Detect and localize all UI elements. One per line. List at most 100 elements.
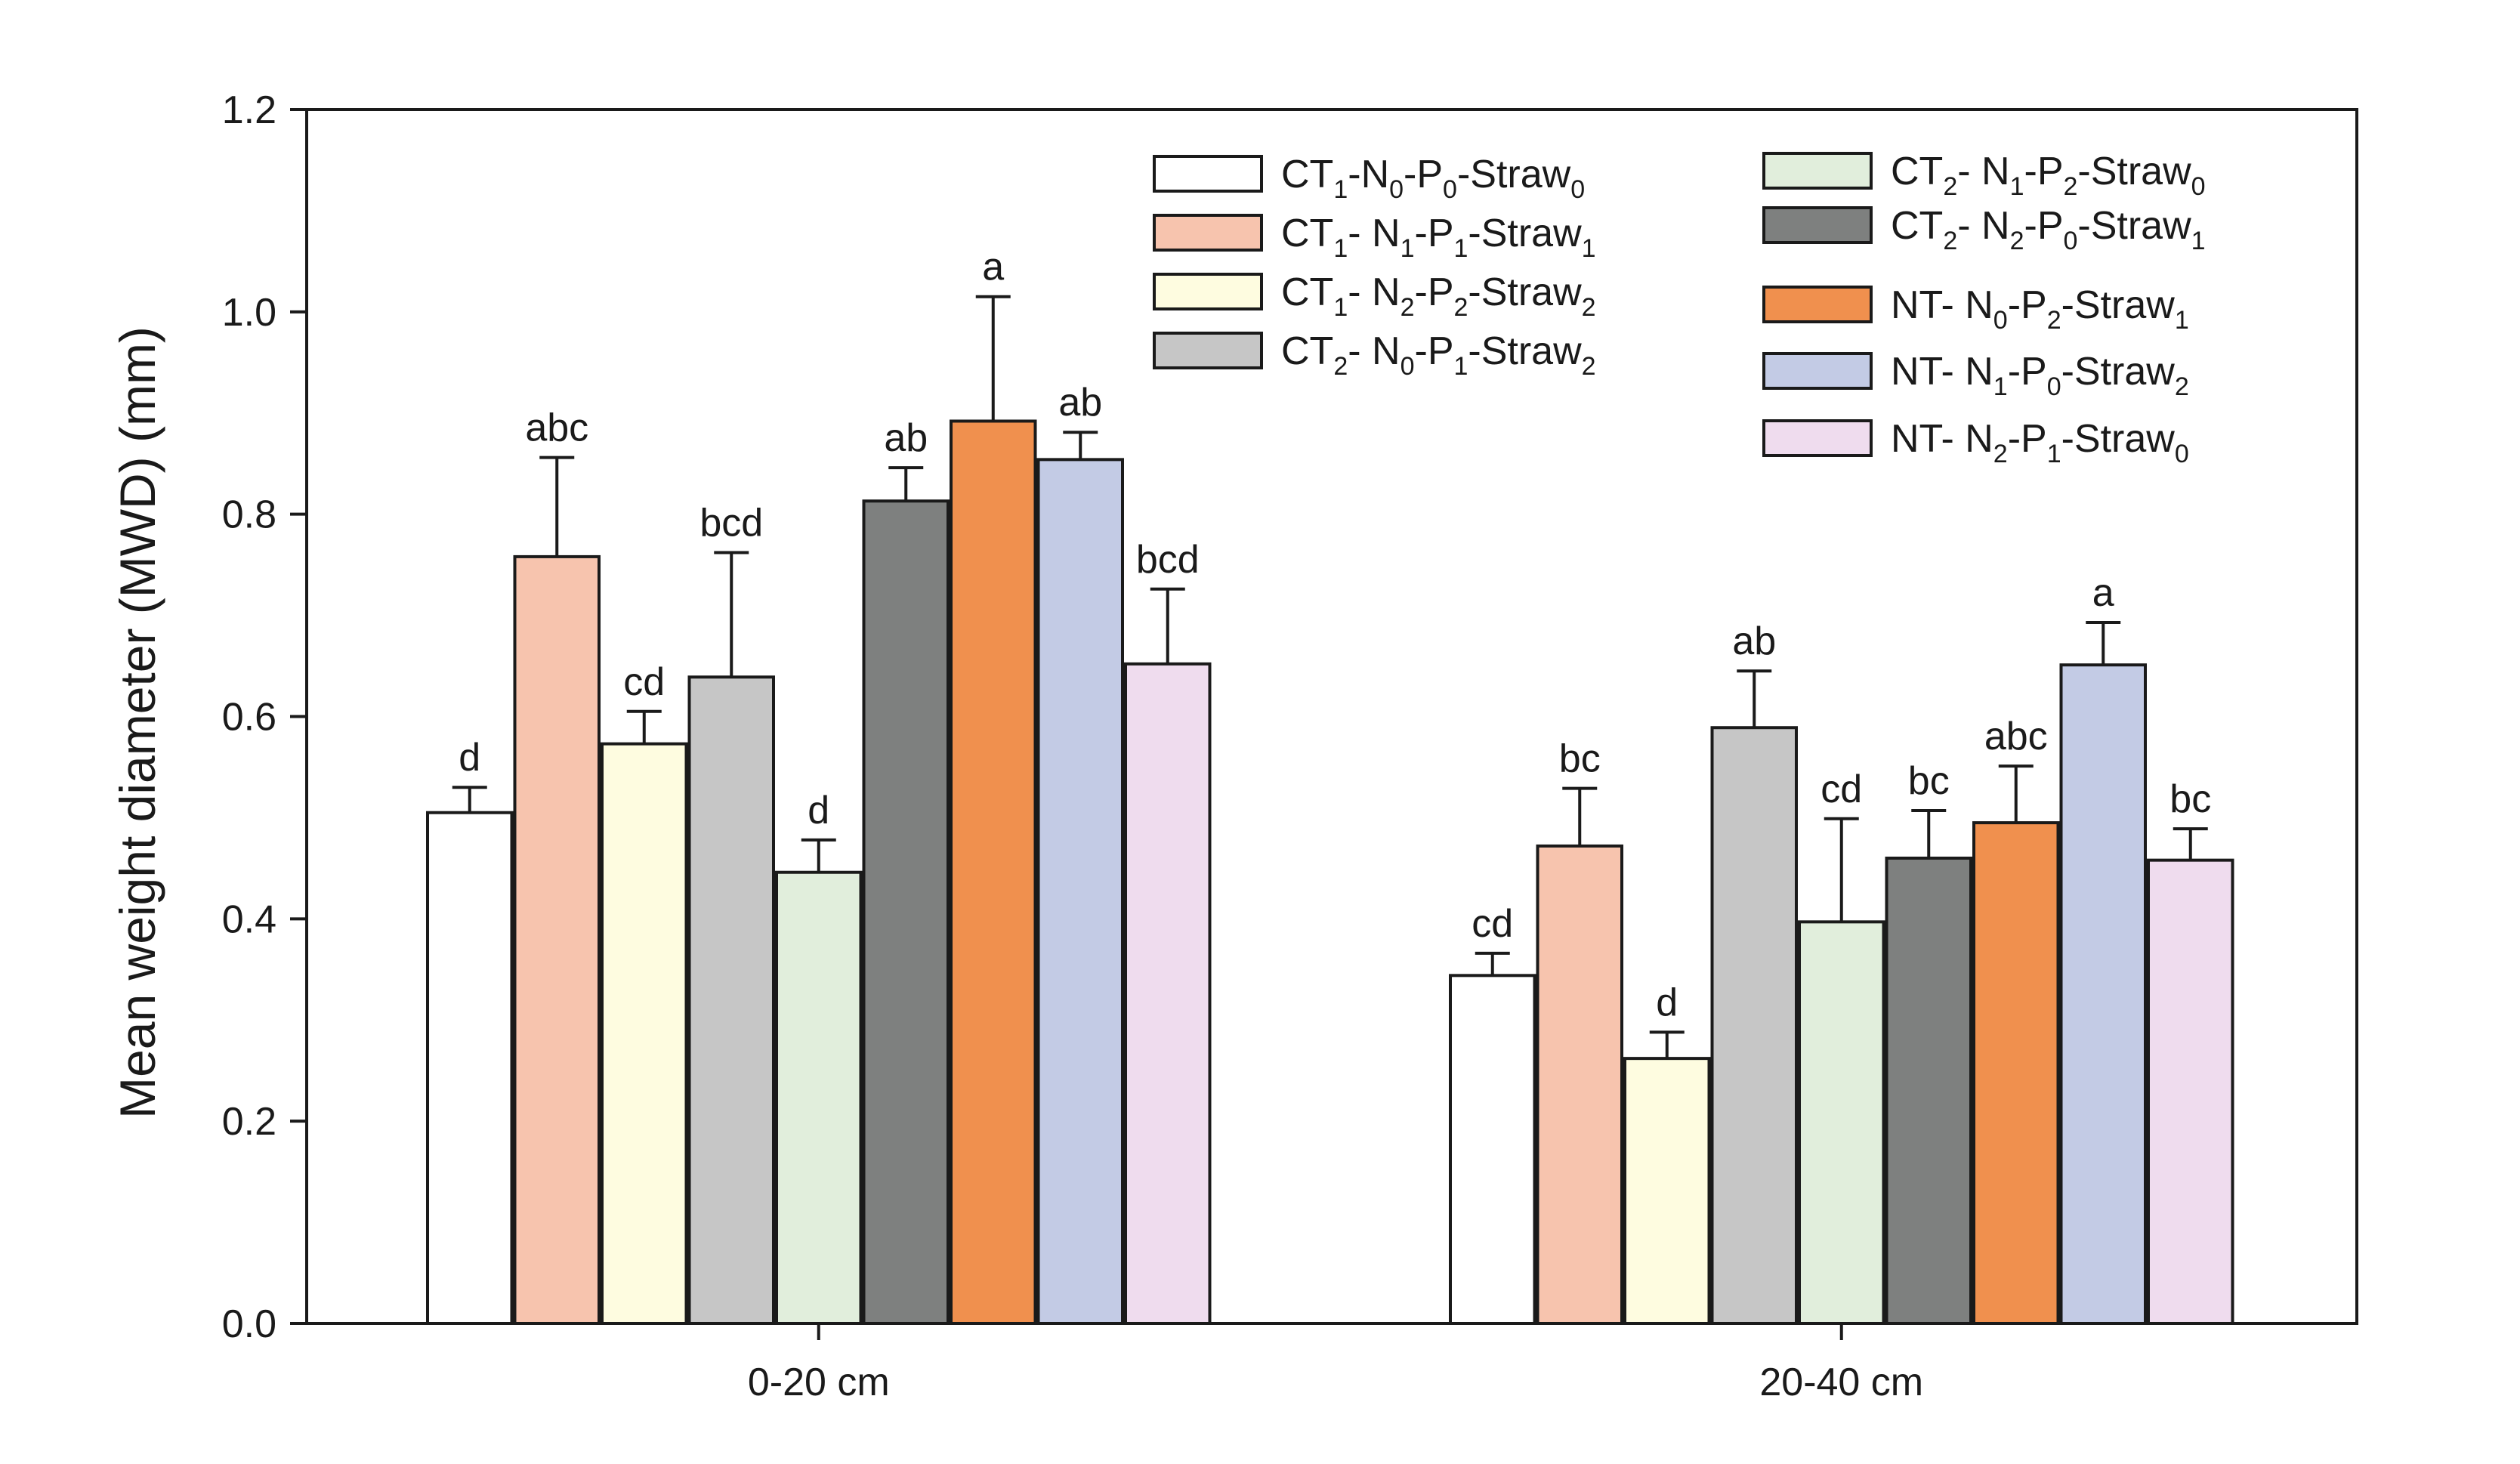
- legend-label-subscript: 1: [2175, 306, 2189, 335]
- legend-label-part: CT: [1281, 270, 1333, 314]
- legend-label-subscript: 0: [1570, 175, 1585, 204]
- legend-label-part: -P: [2024, 204, 2064, 248]
- legend-swatch: [1762, 206, 1873, 244]
- significance-label: d: [808, 789, 829, 832]
- legend-label: CT2- N1-P2-Straw0: [1891, 150, 2206, 201]
- legend-label-subscript: 2: [1333, 352, 1348, 381]
- legend-label: NT- N1-P0-Straw2: [1891, 350, 2189, 401]
- legend-label: CT2- N2-P0-Straw1: [1891, 204, 2206, 255]
- legend-label-subscript: 0: [1401, 352, 1415, 381]
- x-category-label: 20-40 cm: [1759, 1361, 1923, 1404]
- legend-label-subscript: 2: [1993, 440, 2008, 468]
- bar: [1536, 844, 1623, 1325]
- legend-label-subscript: 2: [1401, 293, 1415, 322]
- bar: [513, 554, 601, 1325]
- significance-label: bc: [1559, 737, 1601, 781]
- legend-label-subscript: 2: [1943, 227, 1957, 255]
- significance-label: ab: [1732, 619, 1776, 663]
- legend-label-subscript: 0: [1993, 306, 2008, 335]
- bar: [1449, 974, 1536, 1325]
- legend-label-subscript: 1: [1454, 352, 1468, 381]
- y-tick-label: 1.0: [222, 291, 276, 335]
- legend-label: CT1-N0-P0-Straw0: [1281, 153, 1585, 204]
- legend-label: CT2- N0-P1-Straw2: [1281, 329, 1596, 381]
- bar: [1885, 856, 1972, 1325]
- legend-label-part: - N: [1348, 270, 1400, 314]
- legend-label-subscript: 1: [1582, 234, 1596, 263]
- legend-label-subscript: 2: [2047, 306, 2061, 335]
- bar: [601, 742, 688, 1325]
- legend-label-subscript: 1: [2047, 440, 2061, 468]
- legend-label-subscript: 0: [1443, 175, 1457, 204]
- legend-label-subscript: 2: [2175, 372, 2189, 401]
- legend-label-subscript: 1: [2010, 172, 2024, 201]
- bar: [1710, 726, 1798, 1325]
- legend-label-subscript: 2: [2064, 172, 2078, 201]
- legend-swatch: [1153, 273, 1263, 310]
- bar: [1124, 662, 1212, 1325]
- legend-label-part: -P: [2024, 150, 2064, 193]
- significance-label: a: [982, 246, 1004, 289]
- significance-label: cd: [1821, 768, 1862, 811]
- legend-label-subscript: 0: [2064, 227, 2078, 255]
- legend-label-part: -Straw: [2061, 350, 2176, 394]
- significance-label: bc: [1908, 759, 1950, 803]
- legend-label-part: -Straw: [1468, 270, 1582, 314]
- legend-swatch: [1153, 332, 1263, 369]
- legend-label-part: -Straw: [1468, 212, 1582, 255]
- bar: [950, 419, 1037, 1325]
- y-tick-label: 1.2: [222, 88, 276, 132]
- legend-label-part: CT: [1281, 153, 1333, 196]
- significance-label: ab: [884, 416, 928, 460]
- legend-label-subscript: 2: [2010, 227, 2024, 255]
- legend-label-part: -Straw: [2077, 150, 2191, 193]
- bar: [1036, 458, 1124, 1325]
- legend-label-part: -N: [1348, 153, 1389, 196]
- significance-label: abc: [1984, 715, 2048, 758]
- bar: [2059, 663, 2147, 1325]
- legend-label-part: CT: [1891, 204, 1943, 248]
- significance-label: abc: [525, 406, 588, 450]
- bar: [862, 499, 950, 1326]
- legend-label-subscript: 1: [1333, 175, 1348, 204]
- bar: [2147, 858, 2234, 1325]
- bar: [775, 870, 863, 1325]
- x-category-label: 0-20 cm: [748, 1361, 890, 1404]
- bar: [1798, 920, 1885, 1325]
- legend-label-subscript: 1: [1333, 293, 1348, 322]
- legend-label-part: CT: [1281, 212, 1333, 255]
- legend-label-part: -P: [1415, 270, 1454, 314]
- legend-label: NT- N2-P1-Straw0: [1891, 417, 2189, 468]
- legend-label-part: -Straw: [2061, 283, 2176, 327]
- legend-label-part: -P: [1415, 212, 1454, 255]
- legend-label: NT- N0-P2-Straw1: [1891, 283, 2189, 335]
- legend-label-subscript: 0: [2191, 172, 2206, 201]
- legend-label-part: NT- N: [1891, 417, 1993, 461]
- legend-label-part: -P: [2008, 283, 2047, 327]
- legend-label-part: - N: [1957, 150, 2009, 193]
- legend-label-part: -Straw: [1468, 329, 1582, 373]
- legend-label-part: - N: [1348, 329, 1400, 373]
- legend-label-subscript: 0: [2047, 372, 2061, 401]
- significance-label: cd: [623, 660, 665, 704]
- significance-label: ab: [1058, 381, 1102, 425]
- legend-label-part: - N: [1957, 204, 2009, 248]
- y-tick-label: 0.0: [222, 1302, 276, 1346]
- legend-label-part: CT: [1891, 150, 1943, 193]
- legend-label-part: -P: [1404, 153, 1443, 196]
- y-tick-label: 0.8: [222, 493, 276, 537]
- legend-label-part: -P: [2008, 350, 2047, 394]
- legend-label-subscript: 1: [1333, 234, 1348, 263]
- y-tick-label: 0.6: [222, 696, 276, 740]
- legend-label-part: -Straw: [2061, 417, 2176, 461]
- legend-label: CT1- N1-P1-Straw1: [1281, 212, 1596, 263]
- legend-label-part: NT- N: [1891, 350, 1993, 394]
- significance-label: cd: [1472, 902, 1513, 946]
- significance-label: d: [1656, 981, 1678, 1024]
- legend-swatch: [1762, 419, 1873, 457]
- bar: [1623, 1057, 1711, 1325]
- significance-label: bcd: [1136, 538, 1200, 582]
- y-tick-label: 0.2: [222, 1100, 276, 1144]
